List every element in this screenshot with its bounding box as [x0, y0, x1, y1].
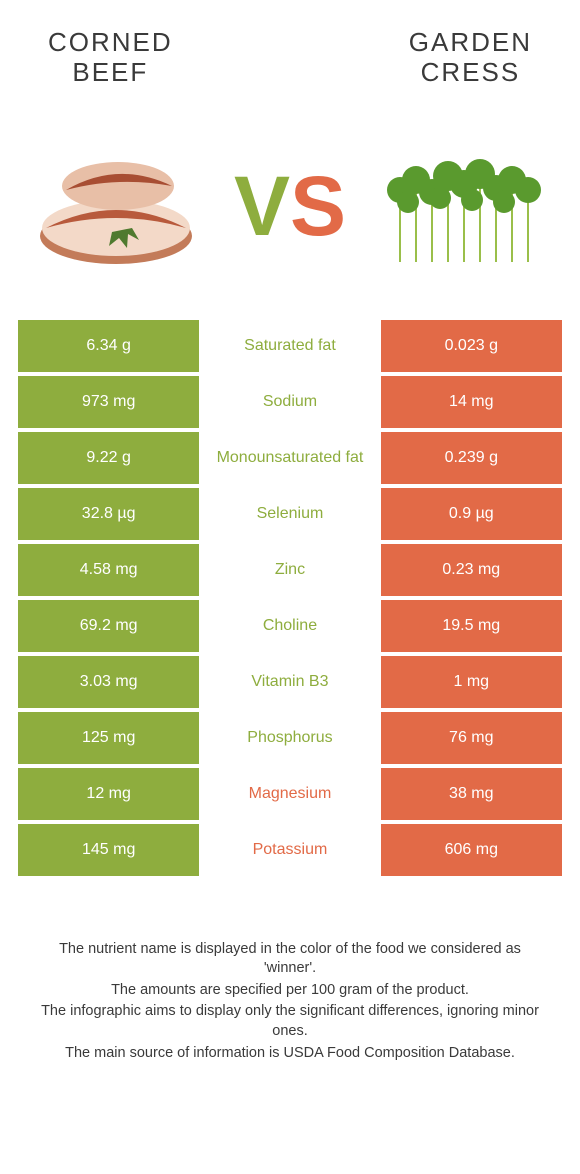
- footer-notes: The nutrient name is displayed in the co…: [18, 940, 562, 1063]
- cell-right-value: 0.239 g: [381, 432, 562, 484]
- cell-right-value: 0.23 mg: [381, 544, 562, 596]
- cell-left-value: 145 mg: [18, 824, 199, 876]
- cell-nutrient-name: Magnesium: [199, 768, 380, 820]
- comparison-table: 6.34 gSaturated fat0.023 g973 mgSodium14…: [18, 320, 562, 876]
- footer-line-1: The nutrient name is displayed in the co…: [34, 940, 546, 979]
- food-title-left: CORNED BEEF: [48, 28, 173, 88]
- header-row: CORNED BEEF GARDEN CRESS: [18, 28, 562, 88]
- cell-nutrient-name: Potassium: [199, 824, 380, 876]
- food-title-left-line2: BEEF: [72, 57, 148, 87]
- table-row: 3.03 mgVitamin B31 mg: [18, 656, 562, 708]
- table-row: 69.2 mgCholine19.5 mg: [18, 600, 562, 652]
- cell-nutrient-name: Choline: [199, 600, 380, 652]
- cell-left-value: 12 mg: [18, 768, 199, 820]
- cell-left-value: 6.34 g: [18, 320, 199, 372]
- footer-line-4: The main source of information is USDA F…: [34, 1044, 546, 1064]
- table-row: 32.8 µgSelenium0.9 µg: [18, 488, 562, 540]
- cell-left-value: 9.22 g: [18, 432, 199, 484]
- vs-label: VS: [234, 164, 346, 248]
- table-row: 145 mgPotassium606 mg: [18, 824, 562, 876]
- cell-nutrient-name: Vitamin B3: [199, 656, 380, 708]
- cell-right-value: 1 mg: [381, 656, 562, 708]
- cell-right-value: 38 mg: [381, 768, 562, 820]
- food-title-right-line1: GARDEN: [409, 27, 532, 57]
- table-row: 4.58 mgZinc0.23 mg: [18, 544, 562, 596]
- food-title-left-line1: CORNED: [48, 27, 173, 57]
- table-row: 6.34 gSaturated fat0.023 g: [18, 320, 562, 372]
- food-title-right-line2: CRESS: [421, 57, 521, 87]
- cell-nutrient-name: Zinc: [199, 544, 380, 596]
- table-row: 973 mgSodium14 mg: [18, 376, 562, 428]
- cell-nutrient-name: Saturated fat: [199, 320, 380, 372]
- cell-nutrient-name: Selenium: [199, 488, 380, 540]
- food-image-right: [374, 136, 554, 276]
- cell-right-value: 606 mg: [381, 824, 562, 876]
- footer-line-2: The amounts are specified per 100 gram o…: [34, 981, 546, 1001]
- table-row: 125 mgPhosphorus76 mg: [18, 712, 562, 764]
- cell-right-value: 76 mg: [381, 712, 562, 764]
- cell-left-value: 4.58 mg: [18, 544, 199, 596]
- cell-left-value: 32.8 µg: [18, 488, 199, 540]
- cell-right-value: 19.5 mg: [381, 600, 562, 652]
- cell-left-value: 69.2 mg: [18, 600, 199, 652]
- cell-left-value: 125 mg: [18, 712, 199, 764]
- table-row: 12 mgMagnesium38 mg: [18, 768, 562, 820]
- food-image-left: [26, 136, 206, 276]
- cell-right-value: 0.9 µg: [381, 488, 562, 540]
- footer-line-3: The infographic aims to display only the…: [34, 1002, 546, 1041]
- cell-nutrient-name: Phosphorus: [199, 712, 380, 764]
- table-row: 9.22 gMonounsaturated fat0.239 g: [18, 432, 562, 484]
- hero-row: VS: [18, 136, 562, 276]
- cell-nutrient-name: Sodium: [199, 376, 380, 428]
- food-title-right: GARDEN CRESS: [409, 28, 532, 88]
- cell-right-value: 0.023 g: [381, 320, 562, 372]
- cell-left-value: 973 mg: [18, 376, 199, 428]
- cell-right-value: 14 mg: [381, 376, 562, 428]
- vs-s: S: [290, 164, 346, 248]
- cell-nutrient-name: Monounsaturated fat: [199, 432, 380, 484]
- cell-left-value: 3.03 mg: [18, 656, 199, 708]
- vs-v: V: [234, 164, 290, 248]
